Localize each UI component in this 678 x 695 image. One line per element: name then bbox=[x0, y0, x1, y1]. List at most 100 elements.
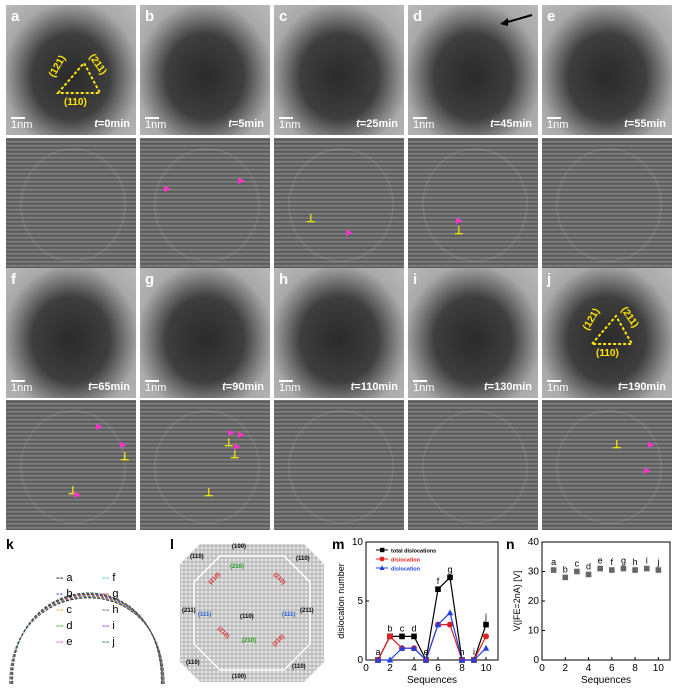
label-110-tr: (110) bbox=[296, 556, 310, 562]
dislocation-marker: ⊥ bbox=[230, 449, 240, 461]
label-111-left: (111) bbox=[198, 612, 212, 618]
scale-bar: 1nm bbox=[145, 117, 167, 131]
point-label: d bbox=[411, 623, 416, 633]
point-label: d bbox=[586, 561, 591, 571]
data-point bbox=[458, 656, 466, 663]
x-tick-label: 6 bbox=[435, 663, 441, 674]
data-point bbox=[434, 621, 442, 628]
scale-bar: 1nm bbox=[279, 117, 301, 131]
legend-label: d bbox=[66, 620, 73, 632]
atomic-model bbox=[180, 544, 324, 682]
label-110-center: (110) bbox=[240, 614, 254, 620]
x-tick-label: 4 bbox=[411, 663, 417, 674]
legend-item-g: -- g bbox=[102, 588, 119, 600]
panel-letter: m bbox=[332, 536, 345, 552]
data-point bbox=[411, 633, 417, 640]
x-tick-label: 0 bbox=[539, 663, 545, 674]
point-label: j bbox=[656, 557, 659, 567]
fringe-panel-a bbox=[6, 138, 136, 268]
time-label: t=55min bbox=[624, 118, 666, 130]
y-axis-label: dislocation number bbox=[336, 563, 346, 639]
panel-k: k -- a -- b -- c -- d -- e -- f -- g -- h -- i --… bbox=[4, 534, 170, 692]
scale-bar: 1nm bbox=[11, 380, 33, 394]
label-210-green-bottom: (210) bbox=[242, 638, 257, 644]
dislocation-marker: ⊥ bbox=[306, 213, 316, 225]
dislocation-marker: ► bbox=[232, 441, 243, 453]
panel-letter: n bbox=[506, 536, 515, 552]
data-point bbox=[550, 567, 557, 573]
panel-letter: i bbox=[413, 271, 418, 288]
fringe-panel-f: ► ► ⊥ ⊥ ► bbox=[6, 400, 136, 530]
dislocation-marker: ► bbox=[454, 215, 465, 227]
label-210-green-top: (210) bbox=[230, 564, 245, 570]
fringe-panel-b: ► ► bbox=[140, 138, 270, 268]
data-point bbox=[597, 565, 603, 572]
fringe-panel-d: ► ⊥ bbox=[408, 138, 538, 268]
time-label: t=25min bbox=[356, 118, 398, 130]
data-point bbox=[470, 656, 478, 663]
dislocation-marker: ⊥ bbox=[224, 437, 234, 449]
data-point bbox=[609, 567, 615, 573]
dislocation-marker: ► bbox=[236, 429, 247, 441]
legend-label: dislocation bbox=[391, 567, 421, 573]
x-tick-label: 10 bbox=[480, 663, 492, 674]
contour-plot bbox=[9, 592, 165, 685]
panel-letter: b bbox=[145, 8, 155, 25]
data-point bbox=[483, 621, 489, 628]
arrow-icon bbox=[500, 14, 533, 26]
legend-marker bbox=[379, 556, 385, 562]
label-110-tl: (110) bbox=[190, 554, 204, 560]
legend-item-h: -- h bbox=[102, 604, 119, 616]
panel-n: n 0 2 4 6 8 10 0 10 20 30 40 Sequences V(|FE=2nA) [V… bbox=[506, 534, 678, 695]
fringe-panel-i bbox=[408, 400, 538, 530]
legend-item-b: -- b bbox=[56, 588, 73, 600]
voltage-chart: 0 2 4 6 8 10 0 10 20 30 40 Sequences V(|FE=2nA) [V] a… bbox=[512, 537, 671, 686]
point-label: b bbox=[563, 564, 568, 574]
x-tick-label: 4 bbox=[586, 663, 592, 674]
legend-item-f: -- f bbox=[102, 572, 115, 584]
legend-swatch: -- bbox=[102, 636, 113, 648]
scale-bar: 1nm bbox=[547, 117, 569, 131]
scale-bar: 1nm bbox=[547, 380, 569, 394]
legend-label: i bbox=[112, 620, 115, 632]
time-label: t=5min bbox=[228, 118, 264, 130]
fringe-panel-h bbox=[274, 400, 404, 530]
data-point bbox=[386, 656, 394, 663]
tem-panel-i: i 1nm t=130min bbox=[408, 268, 538, 398]
point-label: j bbox=[484, 612, 487, 622]
data-point bbox=[446, 609, 454, 616]
point-label: g bbox=[447, 564, 452, 574]
x-axis-label: Sequences bbox=[581, 675, 631, 686]
panel-letter: c bbox=[279, 8, 288, 25]
panel-letter: g bbox=[145, 271, 155, 288]
legend-swatch: -- bbox=[56, 636, 67, 648]
dislocation-marker: ► bbox=[162, 183, 173, 195]
data-point bbox=[483, 633, 489, 640]
tem-panel-b: b 1nm t=5min bbox=[140, 5, 270, 135]
scale-bar: 1nm bbox=[413, 117, 435, 131]
legend-swatch: -- bbox=[102, 604, 113, 616]
legend-item-j: -- j bbox=[102, 636, 115, 648]
scale-bar: 1nm bbox=[413, 380, 435, 394]
dislocation-marker: ⊥ bbox=[120, 451, 130, 463]
legend-item-a: -- a bbox=[56, 572, 73, 584]
panel-letter: h bbox=[279, 271, 289, 288]
y-tick-label: 10 bbox=[528, 626, 540, 637]
label-111-right: (111) bbox=[282, 612, 296, 618]
fringe-panel-c: ⊥ ► bbox=[274, 138, 404, 268]
data-point bbox=[447, 621, 453, 628]
dislocation-marker: ► bbox=[642, 465, 653, 477]
legend-label: e bbox=[66, 636, 73, 648]
y-tick-label: 20 bbox=[528, 596, 540, 607]
panel-letter: d bbox=[413, 8, 423, 25]
data-point bbox=[632, 567, 638, 573]
facet-triangle bbox=[589, 314, 634, 345]
dislocation-marker: ► bbox=[226, 427, 237, 439]
y-axis-label: V(|FE=2nA) [V] bbox=[512, 571, 522, 632]
tem-panel-d: d 1nm t=45min bbox=[408, 5, 538, 135]
series-line bbox=[377, 576, 487, 662]
point-label: b bbox=[387, 623, 392, 633]
scale-bar: 1nm bbox=[279, 380, 301, 394]
data-point bbox=[643, 565, 650, 572]
x-tick-label: 2 bbox=[387, 663, 393, 674]
